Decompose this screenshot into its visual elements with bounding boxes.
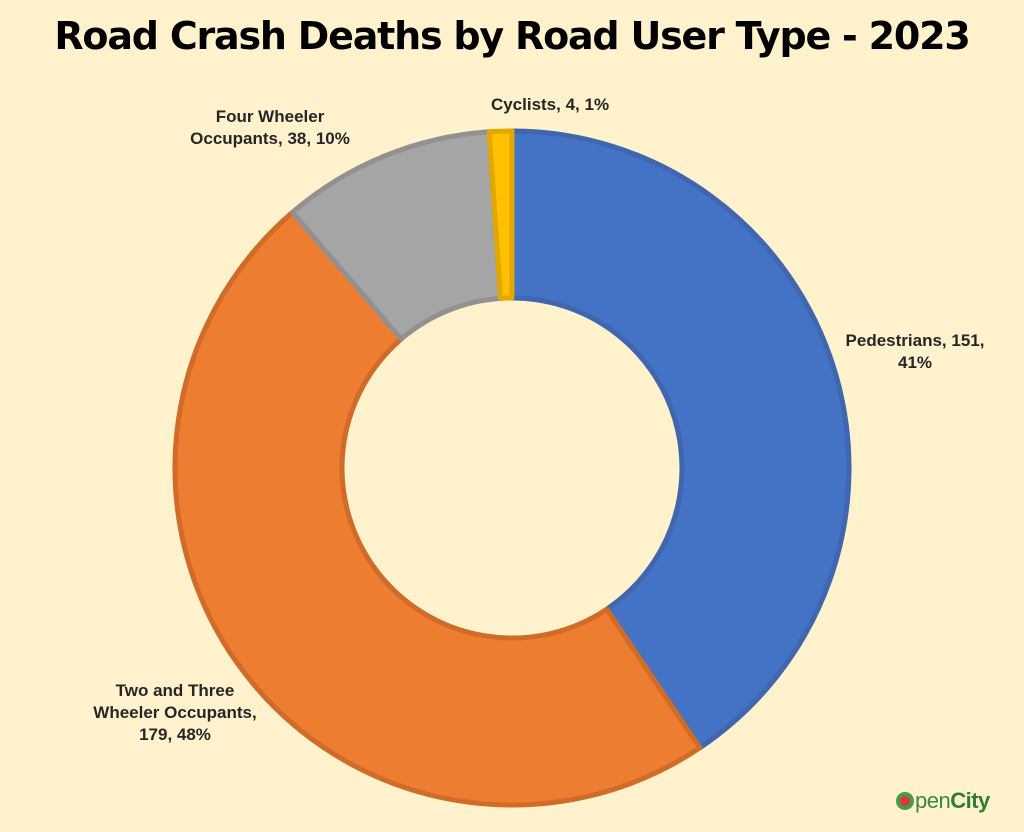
data-label-pedestrians: Pedestrians, 151, 41%: [845, 331, 985, 372]
logo-text-city: City: [950, 788, 990, 813]
opencity-logo-icon: [896, 792, 914, 810]
logo-text-pen: pen: [915, 788, 951, 813]
chart-title: Road Crash Deaths by Road User Type - 20…: [54, 14, 970, 58]
slice-two-three-wheeler: [172, 209, 703, 808]
data-label-cyclists: Cyclists, 4, 1%: [490, 95, 610, 114]
slice-pedestrians: [509, 128, 852, 751]
opencity-logo: pen City: [896, 786, 990, 816]
slice-cyclists: [486, 128, 515, 301]
data-label-four-wheeler: Four Wheeler Occupants, 38, 10%: [190, 107, 350, 148]
data-label-two-three-wheeler: Two and Three Wheeler Occupants, 179, 48…: [93, 681, 257, 744]
